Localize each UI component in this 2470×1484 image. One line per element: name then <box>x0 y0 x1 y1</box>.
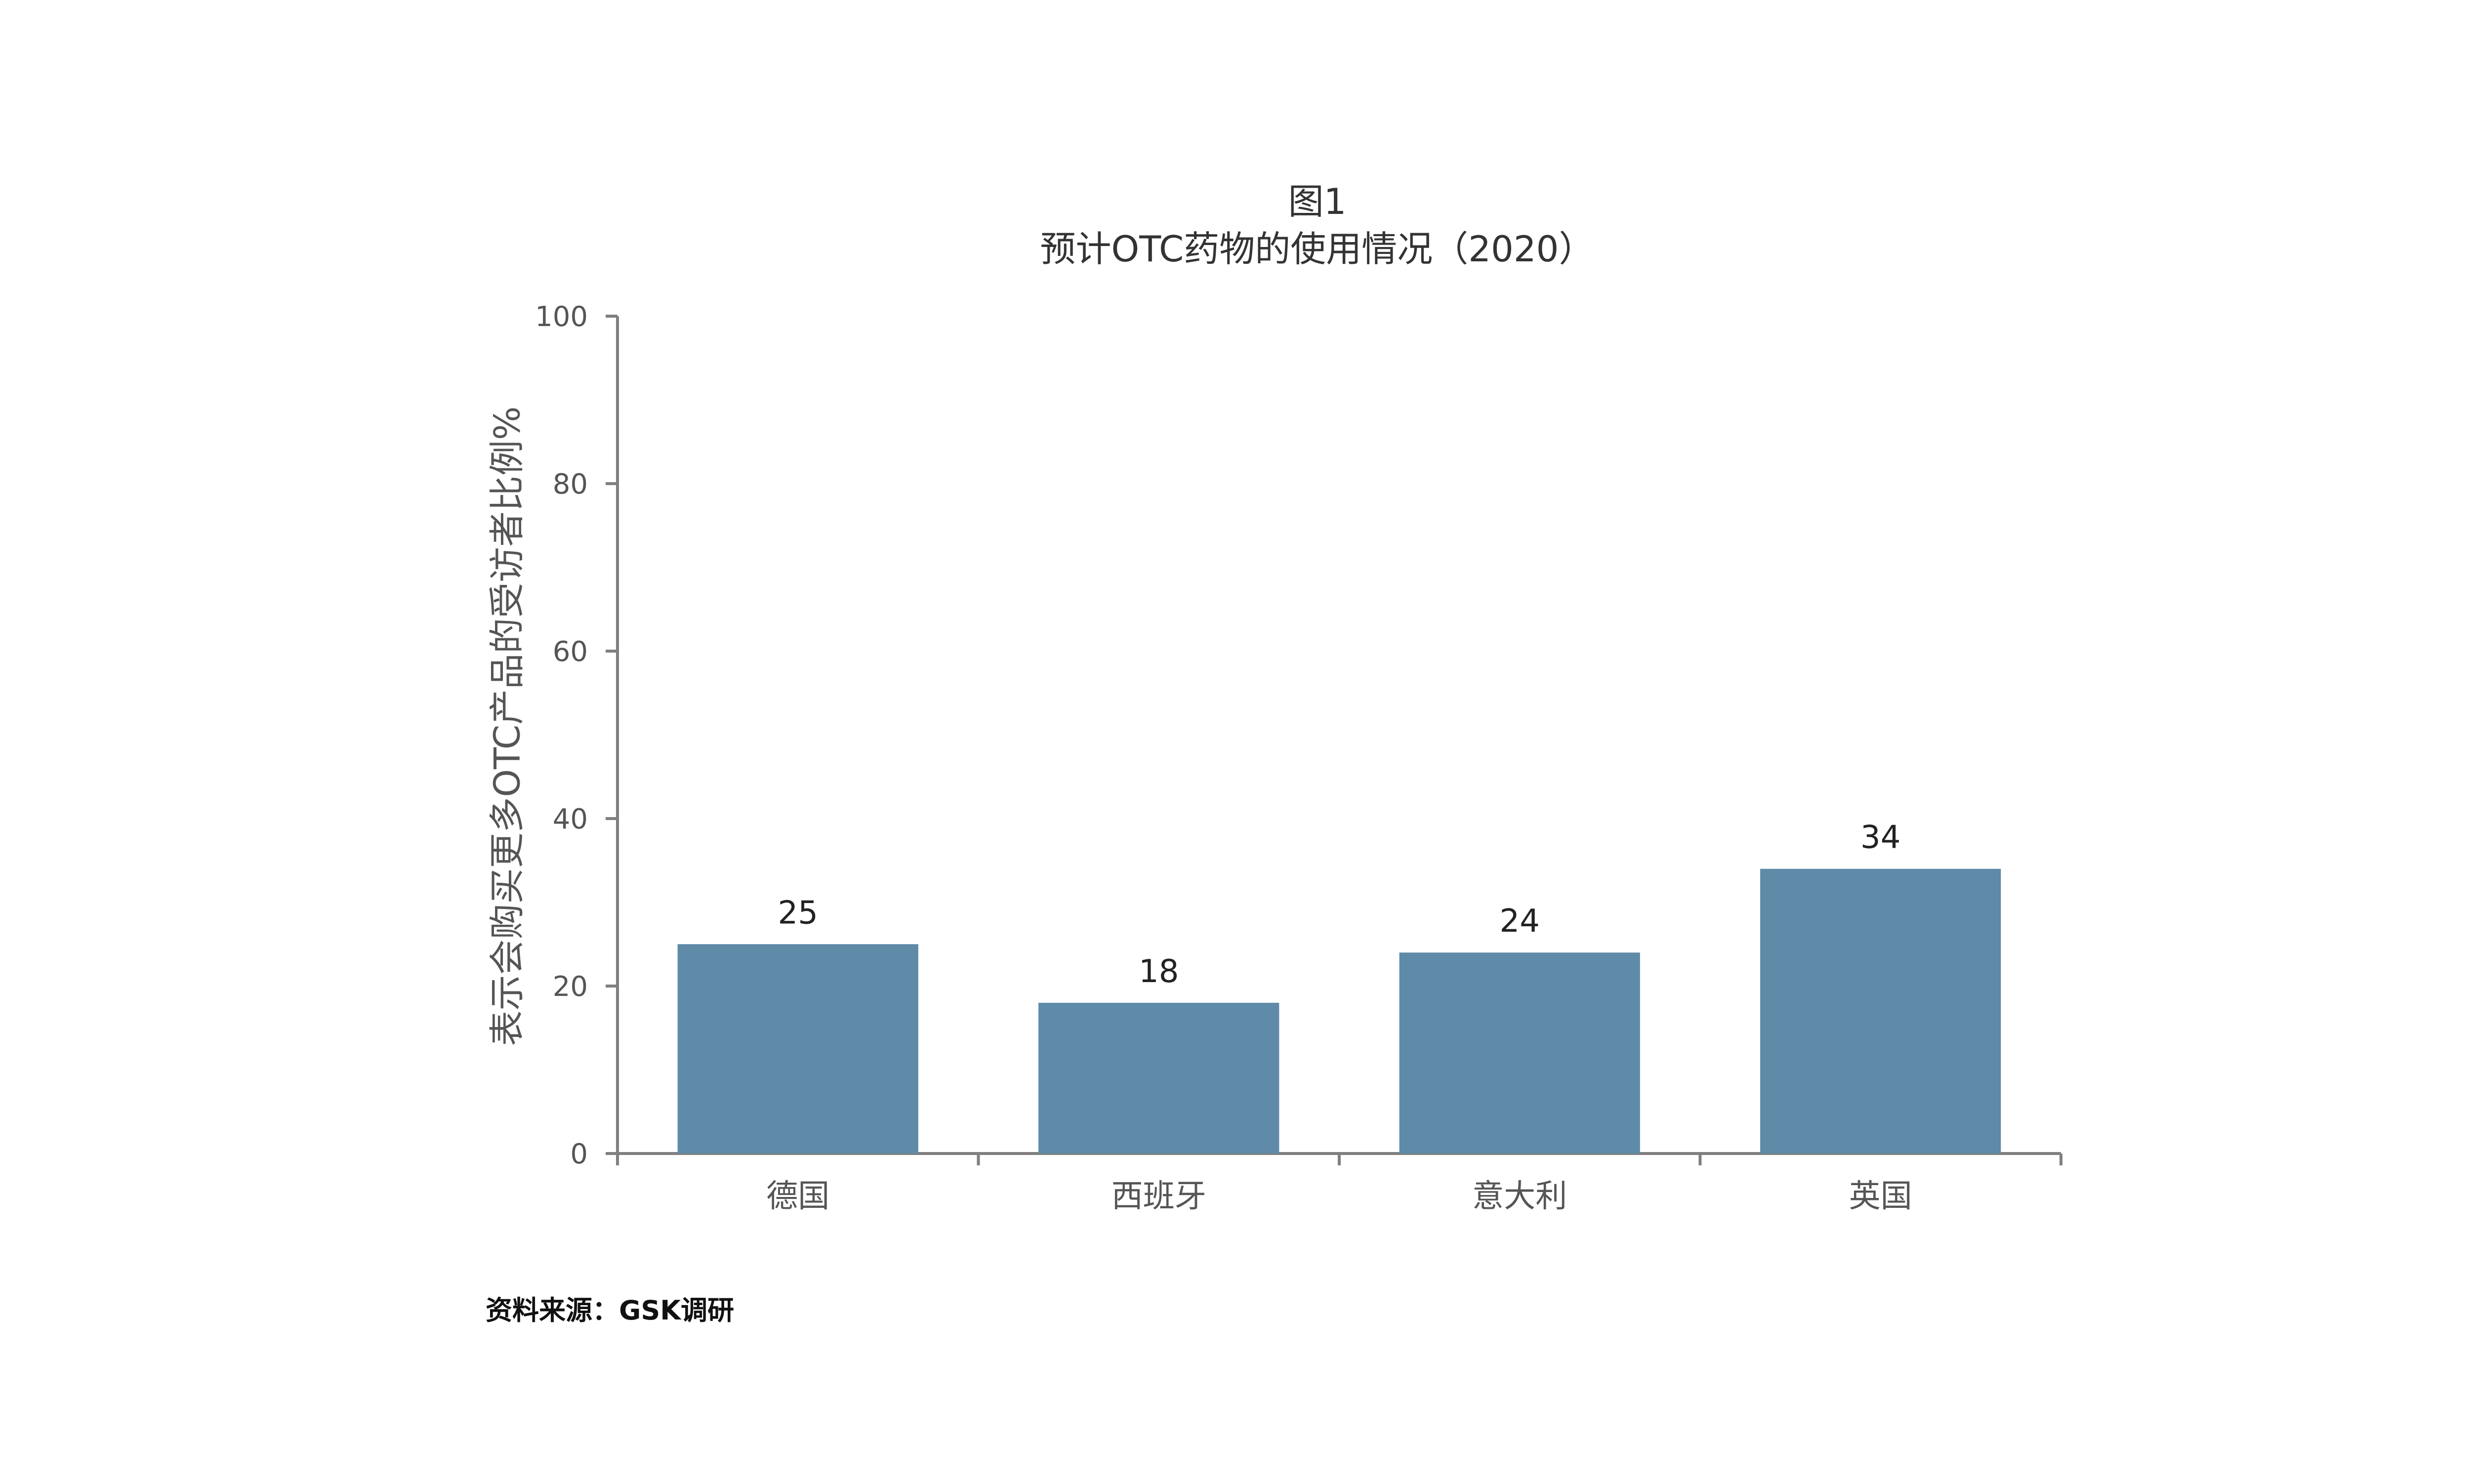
bar-2 <box>1038 1002 1279 1154</box>
chart-label-layer: 0 20 40 60 80 100 25 德国 18 西班牙 24 意大利 34 英国 <box>535 301 1912 1215</box>
bar-1 <box>677 944 918 1154</box>
bar-data-label: 24 <box>1500 903 1540 940</box>
y-tick-label: 0 <box>570 1138 588 1170</box>
y-tick-label: 100 <box>535 301 588 333</box>
y-tick-label: 80 <box>553 468 588 500</box>
bar-3 <box>1399 952 1640 1154</box>
y-tick-label: 60 <box>553 636 588 668</box>
y-axis-label: 表示会购买更多OTC产品的受访者比例% <box>486 406 528 1046</box>
y-tick-label: 20 <box>553 971 588 1003</box>
x-tick-label: 意大利 <box>1472 1178 1567 1215</box>
source-note: 资料来源：GSK调研 <box>486 1295 735 1326</box>
chart-bar-layer <box>677 868 2001 1154</box>
bar-4 <box>1760 868 2001 1154</box>
chart-subtitle: 预计OTC药物的使用情况（2020） <box>1040 228 1595 270</box>
x-tick-label: 西班牙 <box>1112 1178 1206 1215</box>
bar-data-label: 25 <box>778 895 818 931</box>
y-tick-label: 40 <box>553 803 588 835</box>
chart-title: 图1 <box>1288 181 1347 222</box>
bar-data-label: 34 <box>1860 820 1900 856</box>
x-tick-label: 英国 <box>1849 1178 1912 1215</box>
bar-data-label: 18 <box>1139 953 1179 990</box>
x-tick-label: 德国 <box>766 1178 829 1215</box>
